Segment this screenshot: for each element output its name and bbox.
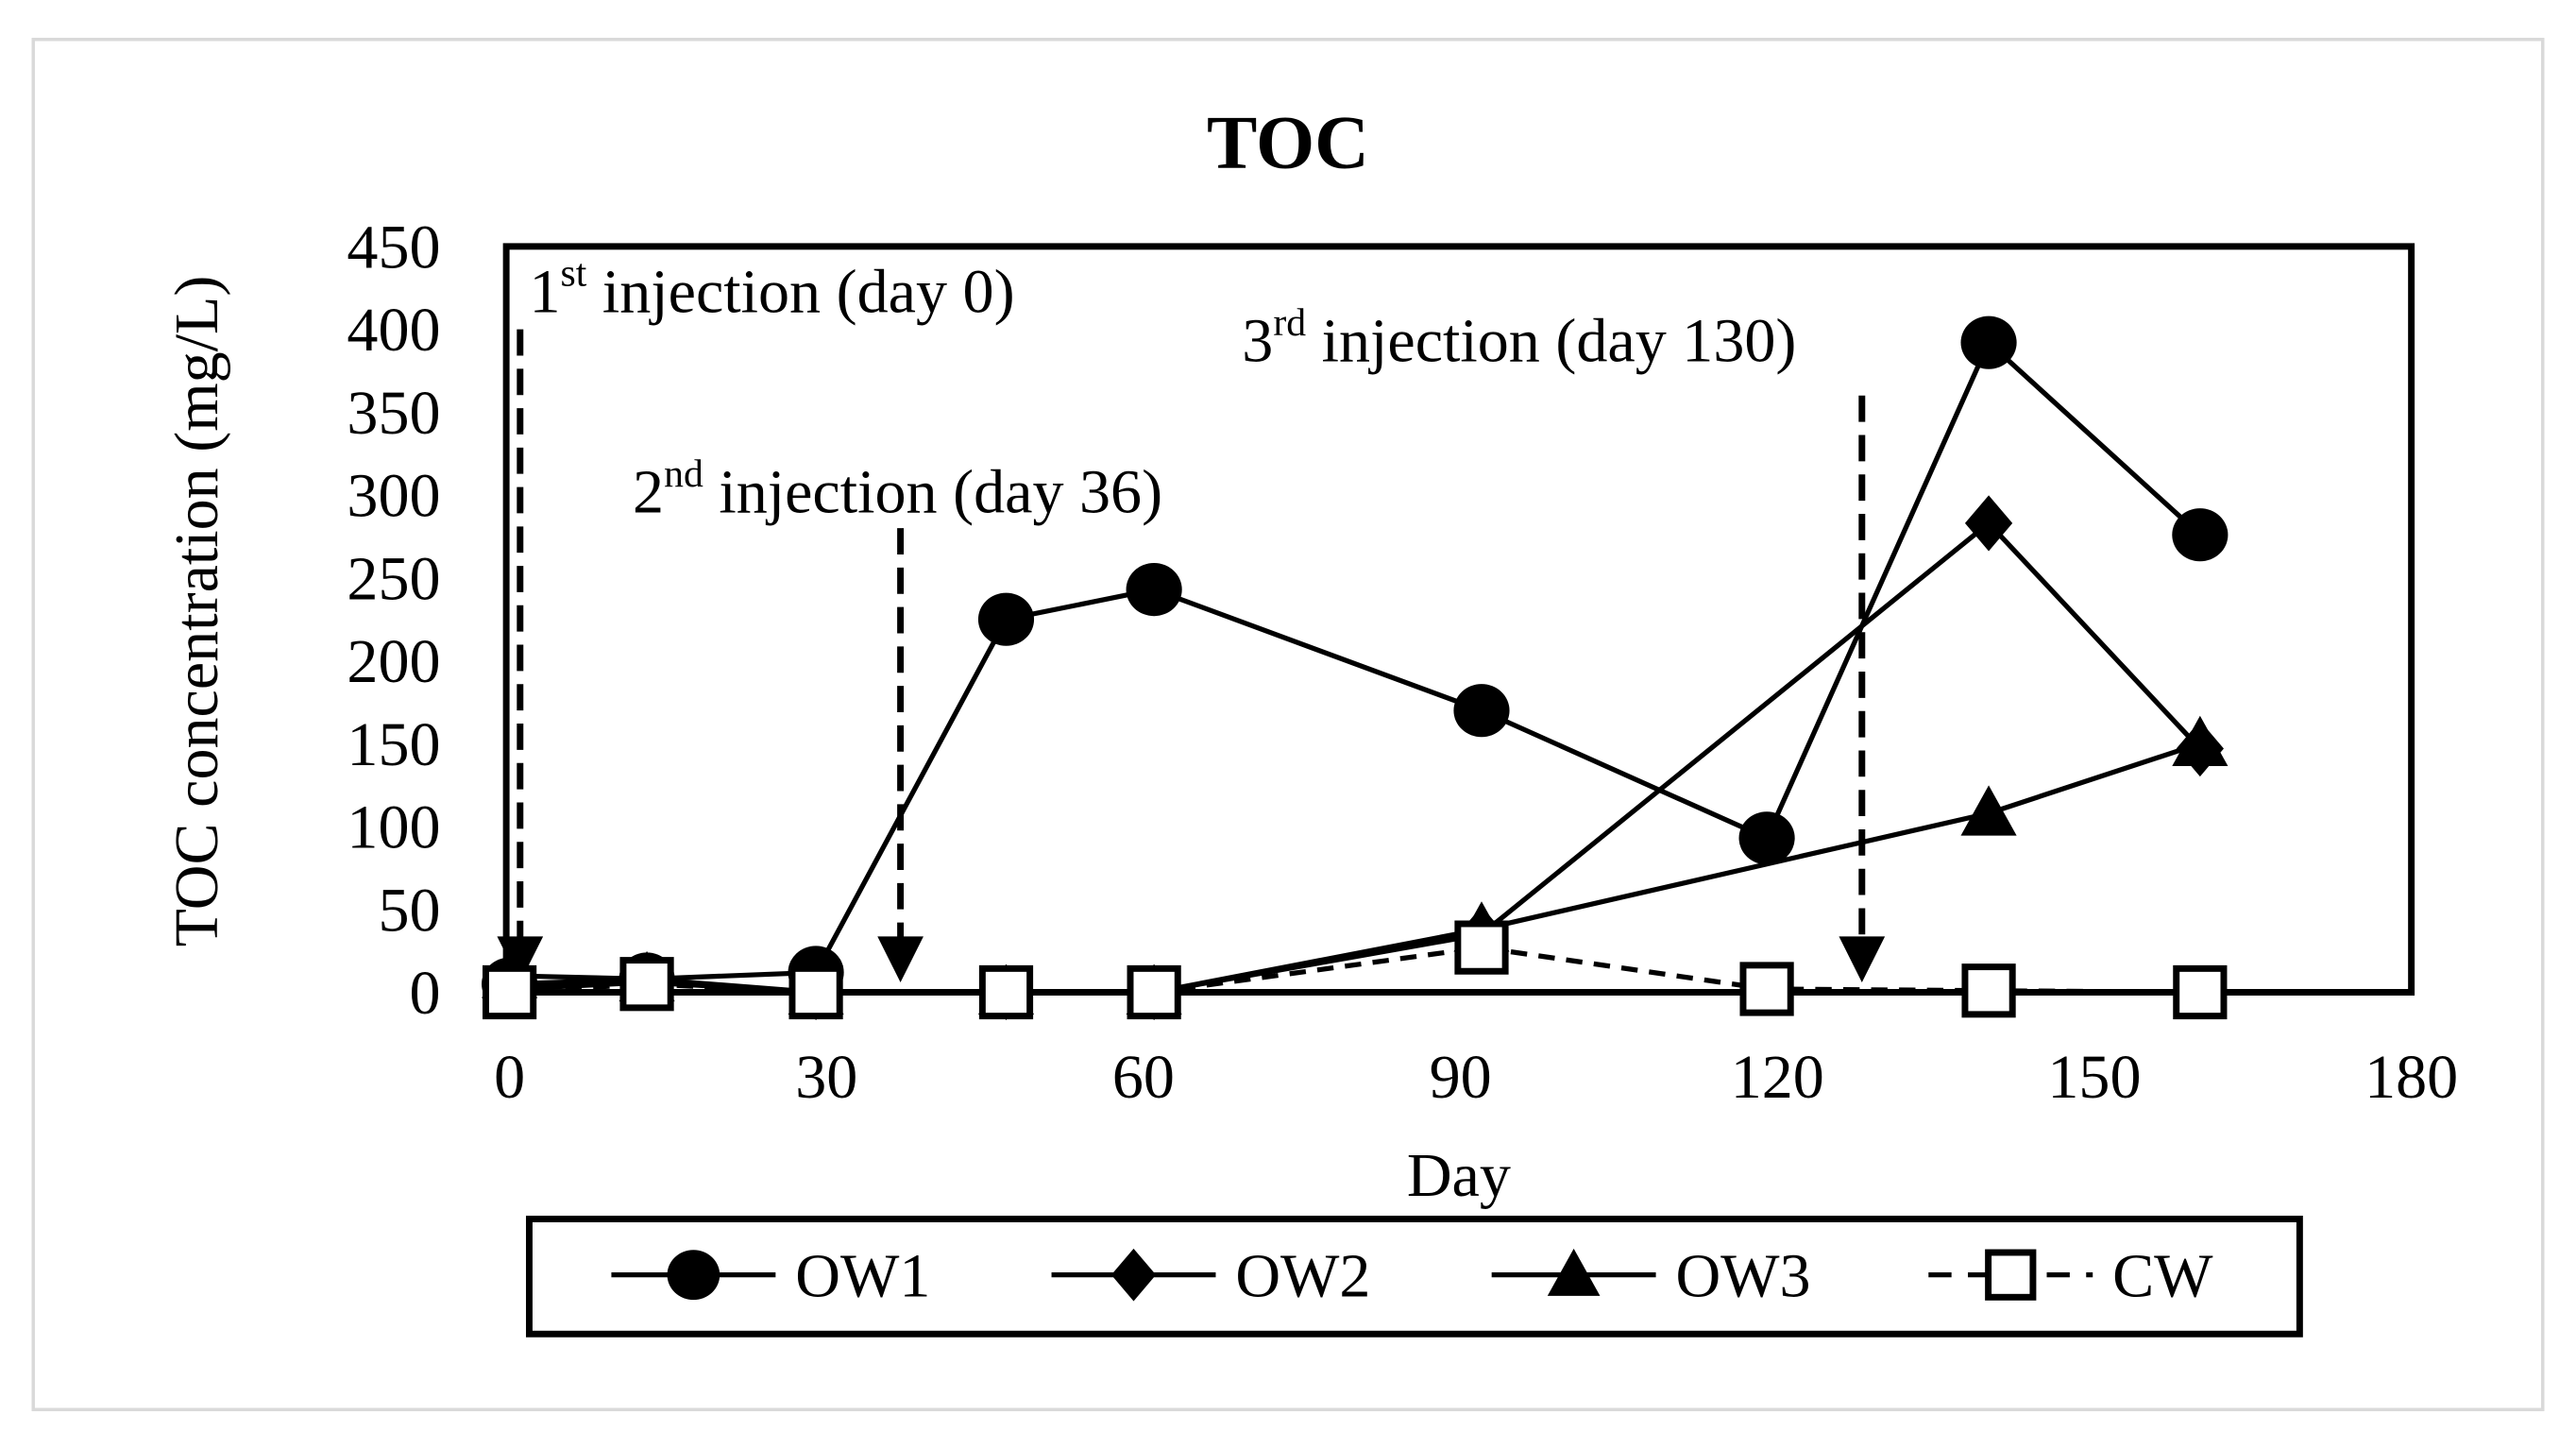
chart-title: TOC <box>1207 101 1369 184</box>
legend-label: CW <box>2112 1241 2213 1310</box>
x-tick-label: 120 <box>1731 1043 1824 1112</box>
injection-arrow-head <box>497 936 544 983</box>
y-tick-label: 0 <box>410 959 441 1028</box>
y-tick-label: 150 <box>347 710 440 779</box>
legend-item-ow3: OW3 <box>1491 1241 1811 1310</box>
legend-box <box>525 1216 2303 1338</box>
legend-item-ow1: OW1 <box>611 1241 930 1310</box>
circle-marker <box>977 592 1035 646</box>
open-square-marker <box>978 964 1034 1020</box>
circle-marker <box>1126 563 1182 617</box>
legend-item-cw: CW <box>1928 1241 2213 1310</box>
y-axis-label: TOC concentration (mg/L) <box>162 276 231 947</box>
chart-frame <box>31 38 2545 1411</box>
x-tick-label: 180 <box>2364 1043 2458 1112</box>
circle-marker <box>1960 315 2017 369</box>
injection-arrow-head <box>1839 936 1886 983</box>
y-tick-label: 350 <box>347 379 440 448</box>
open-square-marker <box>2173 964 2228 1020</box>
y-tick-label: 200 <box>347 627 440 696</box>
open-square-marker <box>788 964 843 1020</box>
circle-marker <box>1453 684 1510 738</box>
circle-marker <box>667 1250 720 1301</box>
x-axis-label: Day <box>1407 1141 1511 1210</box>
open-square-marker <box>1961 963 2016 1018</box>
y-tick-label: 100 <box>347 793 440 862</box>
x-tick-label: 60 <box>1112 1043 1175 1112</box>
injection-annotation: 3rd injection (day 130) <box>1242 301 1796 376</box>
triangle-marker <box>2172 715 2229 766</box>
open-square-marker <box>482 964 537 1020</box>
legend-label: OW1 <box>795 1241 930 1310</box>
series-cw <box>482 920 2228 1020</box>
injection-annotation: 1st injection (day 0) <box>529 252 1014 327</box>
circle-marker <box>1738 811 1795 865</box>
plot-area <box>502 243 2415 996</box>
y-tick-label: 50 <box>378 876 440 945</box>
y-tick-label: 450 <box>347 213 440 281</box>
legend-label: OW2 <box>1235 1241 1370 1310</box>
x-tick-label: 0 <box>494 1043 525 1112</box>
legend-item-ow2: OW2 <box>1051 1241 1370 1310</box>
circle-marker <box>2172 508 2229 562</box>
open-square-marker <box>1127 964 1181 1020</box>
open-square-marker <box>1739 962 1794 1016</box>
x-tick-label: 150 <box>2047 1043 2141 1112</box>
open-square-marker <box>619 957 674 1012</box>
triangle-marker <box>1960 785 2017 836</box>
x-tick-label: 90 <box>1430 1043 1492 1112</box>
diamond-marker <box>1110 1248 1157 1302</box>
open-square-marker <box>1454 920 1509 975</box>
triangle-marker <box>1547 1248 1601 1296</box>
injection-arrow-head <box>877 936 924 983</box>
open-square-marker <box>1985 1249 2037 1301</box>
x-tick-label: 30 <box>795 1043 857 1112</box>
injection-annotation: 2nd injection (day 36) <box>633 452 1162 527</box>
y-tick-label: 250 <box>347 544 440 613</box>
y-tick-label: 400 <box>347 296 440 365</box>
legend-label: OW3 <box>1675 1241 1810 1310</box>
diamond-marker <box>1964 495 2013 552</box>
y-tick-label: 300 <box>347 462 440 531</box>
